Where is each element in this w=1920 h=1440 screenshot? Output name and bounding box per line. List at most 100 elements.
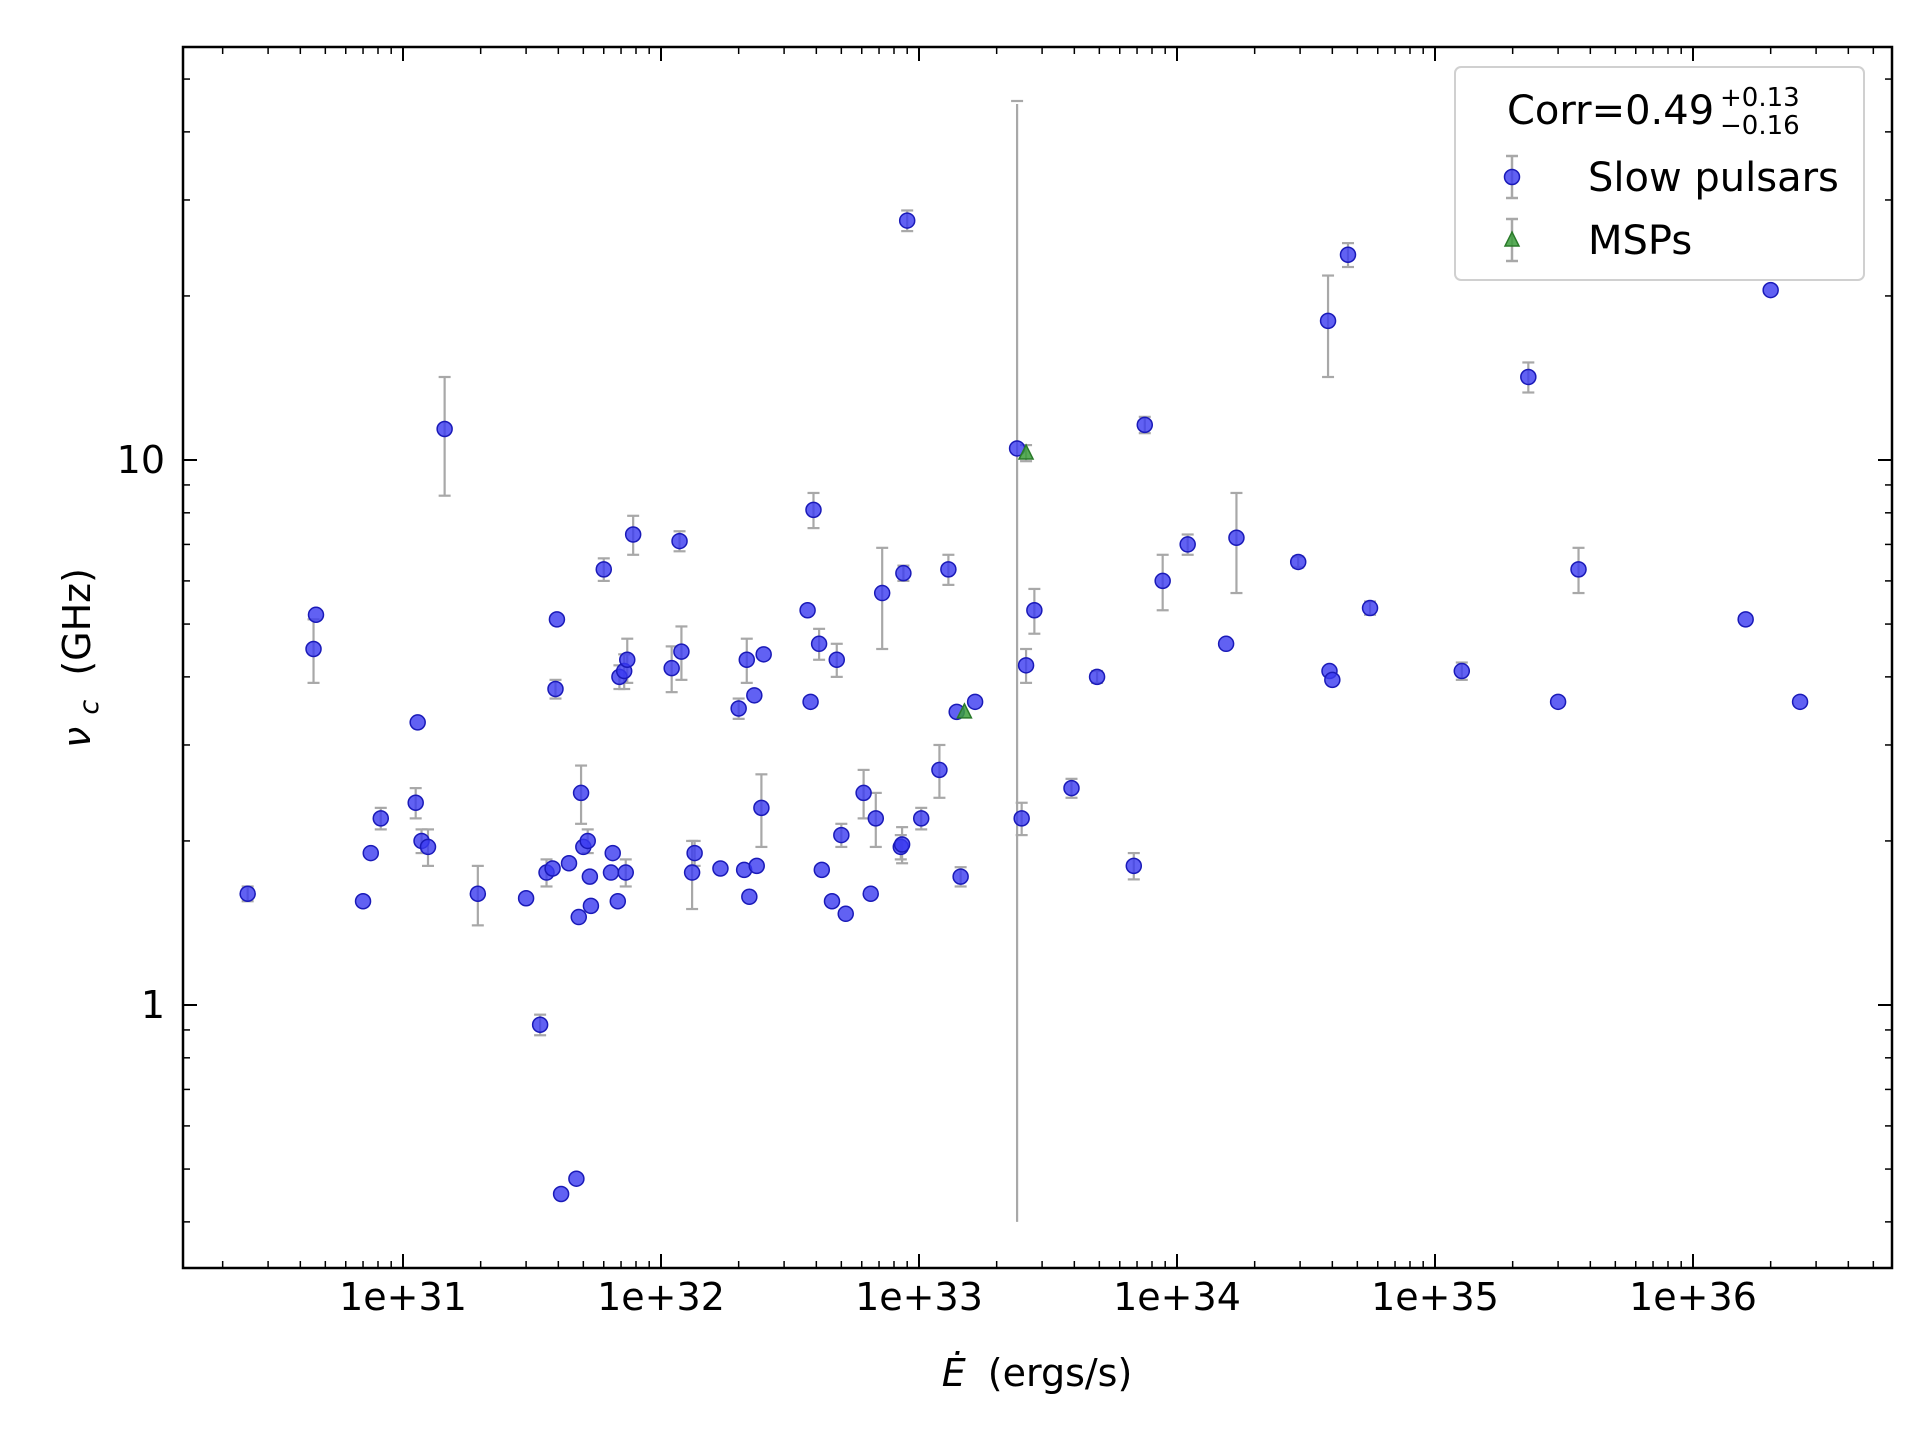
x-tick-label: 1e+33 — [855, 1275, 983, 1319]
data-point-slow-pulsar — [570, 908, 588, 926]
data-point-slow-pulsar — [686, 844, 703, 862]
data-point-slow-pulsar — [873, 584, 891, 602]
data-point-slow-pulsar — [813, 861, 831, 879]
data-point-slow-pulsar — [548, 611, 566, 628]
x-axis-symbol: Ė — [942, 1351, 966, 1395]
y-tick-label: 10 — [117, 438, 165, 482]
data-point-slow-pulsar — [1063, 779, 1080, 797]
data-point-slow-pulsar — [1026, 602, 1043, 619]
data-point-slow-pulsar — [810, 635, 828, 653]
data-point-slow-pulsar — [547, 680, 564, 698]
x-axis-label: Ė (ergs/s) — [942, 1351, 1133, 1395]
data-point-msp — [1017, 443, 1035, 460]
data-point-slow-pulsar — [1088, 668, 1106, 686]
data-point-slow-pulsar — [1549, 693, 1567, 711]
data-point-slow-pulsar — [683, 864, 701, 881]
data-point-slow-pulsar — [602, 864, 620, 881]
data-point-slow-pulsar — [741, 888, 758, 905]
plot-frame — [181, 45, 1894, 1270]
data-point-slow-pulsar — [1737, 611, 1754, 628]
x-tick-label: 1e+31 — [339, 1275, 467, 1319]
data-point-slow-pulsar — [544, 860, 561, 877]
data-point-slow-pulsar — [828, 651, 846, 669]
data-point-slow-pulsar — [1319, 312, 1337, 330]
data-point-slow-pulsar — [1570, 561, 1587, 578]
data-point-slow-pulsar — [799, 602, 816, 619]
data-point-slow-pulsar — [1453, 662, 1471, 680]
data-point-slow-pulsar — [753, 799, 770, 817]
legend-msp-marker — [1503, 230, 1521, 247]
data-point-slow-pulsar — [940, 561, 957, 578]
data-point-slow-pulsar — [595, 561, 613, 578]
x-tick-label: 1e+35 — [1371, 1275, 1499, 1319]
data-point-slow-pulsar — [833, 826, 850, 844]
legend-title-base: Corr=0.49 — [1507, 88, 1714, 134]
data-point-slow-pulsar — [748, 857, 765, 875]
data-point-slow-pulsar — [436, 420, 453, 438]
data-point-slow-pulsar — [1791, 693, 1809, 711]
errorbar-layer — [241, 99, 1585, 1222]
x-tick-labels: 1e+31 1e+32 1e+33 1e+34 1e+35 1e+36 — [339, 1275, 1757, 1319]
data-point-slow-pulsar — [1125, 857, 1143, 875]
data-point-slow-pulsar — [552, 1185, 570, 1203]
data-point-slow-pulsar — [712, 860, 729, 877]
data-point-slow-pulsar — [952, 868, 969, 885]
data-point-slow-pulsar — [604, 844, 621, 862]
data-point-slow-pulsar — [1154, 572, 1171, 590]
data-point-slow-pulsar — [362, 844, 380, 862]
data-point-slow-pulsar — [582, 897, 600, 915]
points-layer — [239, 212, 1809, 1203]
data-point-slow-pulsar — [1339, 246, 1357, 264]
legend-title-sup: +0.13 — [1720, 83, 1800, 113]
data-point-slow-pulsar — [407, 794, 424, 812]
data-point-slow-pulsar — [738, 651, 756, 669]
y-axis-label: ν c (GHz) — [55, 568, 107, 748]
data-point-slow-pulsar — [1217, 635, 1235, 653]
legend-entry-msps: MSPs — [1503, 217, 1692, 264]
legend-entry-slow-pulsars: Slow pulsars — [1503, 154, 1839, 201]
data-point-slow-pulsar — [579, 832, 596, 850]
data-point-slow-pulsar — [898, 212, 916, 229]
y-axis-symbol: ν — [55, 727, 99, 748]
data-point-slow-pulsar — [673, 643, 690, 660]
data-point-slow-pulsar — [517, 889, 535, 907]
y-axis-unit: (GHz) — [55, 568, 99, 676]
data-point-slow-pulsar — [802, 693, 819, 711]
data-point-slow-pulsar — [372, 810, 390, 827]
legend-box — [1454, 66, 1865, 281]
data-point-slow-pulsar — [1324, 671, 1341, 689]
data-point-slow-pulsar — [855, 784, 872, 802]
data-point-slow-pulsar — [746, 687, 763, 704]
major-ticks — [183, 47, 1892, 1268]
data-point-slow-pulsar — [409, 714, 426, 731]
data-point-slow-pulsar — [305, 640, 322, 658]
data-point-slow-pulsar — [617, 864, 634, 881]
data-point-slow-pulsar — [671, 532, 688, 550]
data-point-slow-pulsar — [307, 606, 325, 624]
y-axis-subscript: c — [74, 700, 105, 715]
x-tick-label: 1e+34 — [1113, 1275, 1241, 1319]
data-point-slow-pulsar — [1136, 416, 1154, 434]
data-point-slow-pulsar — [1520, 368, 1537, 386]
data-point-slow-pulsar — [1228, 529, 1245, 547]
y-tick-labels: 1 10 — [117, 438, 165, 1027]
data-point-slow-pulsar — [1289, 553, 1307, 571]
x-axis-unit: (ergs/s) — [988, 1351, 1133, 1395]
data-point-slow-pulsar — [531, 1016, 549, 1033]
data-point-slow-pulsar — [609, 893, 627, 910]
data-point-slow-pulsar — [624, 526, 642, 543]
x-tick-label: 1e+36 — [1629, 1275, 1757, 1319]
data-point-slow-pulsar — [619, 651, 636, 669]
legend-slow-marker — [1503, 168, 1521, 186]
data-point-slow-pulsar — [755, 646, 772, 663]
data-point-slow-pulsar — [1013, 810, 1030, 827]
data-point-slow-pulsar — [1762, 281, 1779, 299]
data-point-slow-pulsar — [895, 564, 912, 582]
data-point-slow-pulsar — [805, 501, 822, 519]
data-point-slow-pulsar — [419, 838, 437, 856]
legend-title-sub: −0.16 — [1720, 111, 1800, 141]
legend-label-slow-pulsars: Slow pulsars — [1588, 155, 1839, 201]
legend: Corr=0.49 +0.13 −0.16 Slow pulsars MSPs — [1454, 66, 1865, 281]
legend-title: Corr=0.49 — [1507, 88, 1714, 134]
